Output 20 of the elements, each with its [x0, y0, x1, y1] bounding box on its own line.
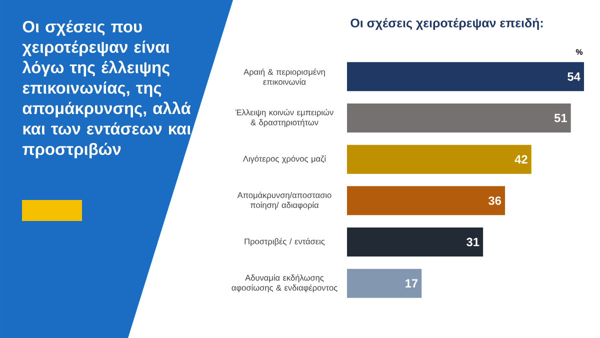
data-label: 51 [554, 114, 567, 122]
data-label: 36 [488, 196, 502, 205]
bar [347, 186, 506, 216]
y-tick-label: Προστριβές / εντάσεις [244, 238, 325, 246]
data-label: 31 [466, 238, 480, 246]
y-tick-label: Απομάκρυνση/αποστασιο ποίηση/ αδιαφορία [237, 192, 332, 210]
bar [347, 104, 571, 133]
y-tick-label: Έλλειψη κοινών εμπειριών & δραστηριοτήτων [235, 109, 334, 127]
text: Οι σχέσεις που χειροτέρεψαν είναι λόγω της έλλειψης επικοινωνίας, της απομάκρυνσης, αλλά και των εντάσεων και προστριβών [22, 20, 191, 158]
bar [347, 62, 584, 92]
bar [347, 228, 484, 257]
y-tick-label: Αραιή & περιορισμένη επικοινωνία [244, 68, 325, 85]
data-label: 54 [568, 72, 580, 81]
bar [347, 144, 532, 174]
chart-subtitle: Οι σχέσεις χειροτέρεψαν επειδή: [350, 18, 543, 30]
y-tick-label: Αδυναμία εκδήλωσης αφοσίωσης & ενδιαφέροντος [232, 274, 338, 292]
bar [347, 268, 422, 298]
y-tick-label: Λιγότερος χρόνος μαζί [242, 155, 326, 164]
data-label: 42 [514, 155, 528, 164]
data-label: 17 [406, 279, 418, 288]
